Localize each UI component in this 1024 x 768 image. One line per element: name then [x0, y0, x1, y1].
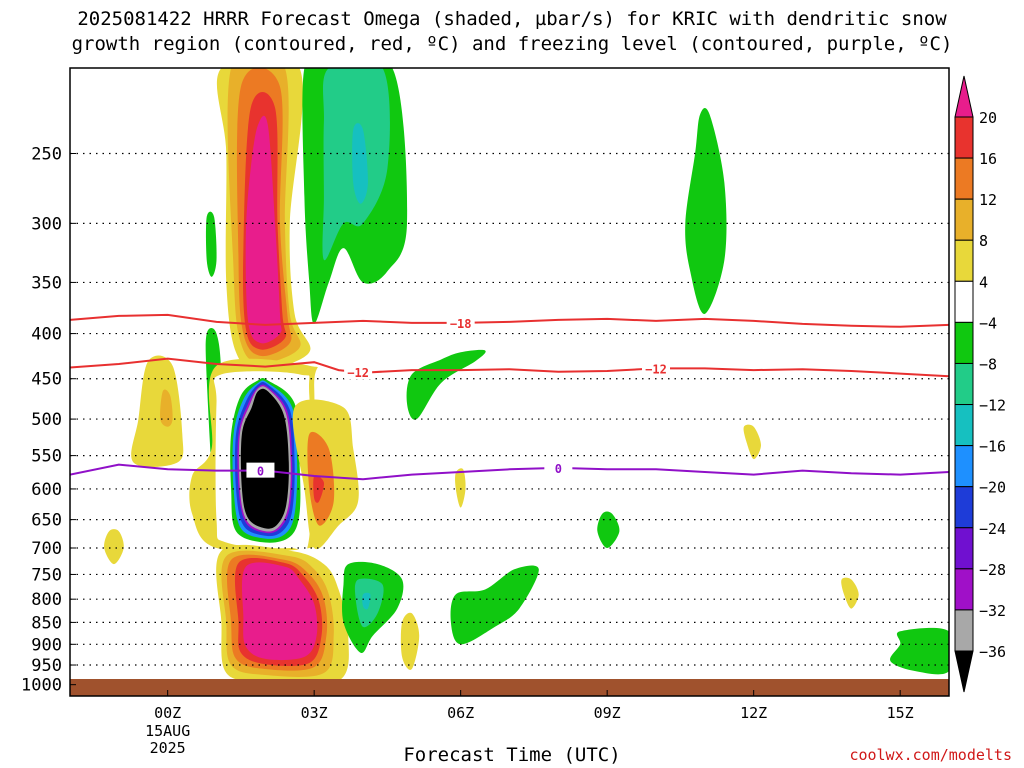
- x-tick-label-9: 09Z: [594, 704, 621, 722]
- colorbar-label-6: −8: [979, 355, 997, 373]
- snow-growth-label-0: −18: [450, 317, 472, 331]
- y-tick-label-950: 950: [31, 656, 62, 676]
- colorbar-label-10: −24: [979, 520, 1006, 538]
- freezing-level-label-2: 0: [555, 462, 562, 476]
- colorbar-label-9: −20: [979, 479, 1006, 497]
- colorbar-segment-7: [954, 404, 974, 447]
- y-tick-label-1000: 1000: [21, 676, 62, 696]
- omega-region-7: [352, 123, 368, 204]
- x-tick-label-3: 03Z: [301, 704, 328, 722]
- omega-region-12: [131, 355, 184, 468]
- omega-region-13: [160, 389, 173, 427]
- y-tick-label-850: 850: [31, 613, 62, 633]
- chart-title: 2025081422 HRRR Forecast Omega (shaded, …: [77, 8, 947, 30]
- colorbar-bottom-arrow: [954, 650, 974, 693]
- y-tick-label-650: 650: [31, 511, 62, 531]
- x-tick-date: 15AUG: [145, 722, 190, 740]
- credit-link[interactable]: coolwx.com/modelts: [849, 746, 1012, 764]
- y-tick-label-500: 500: [31, 410, 62, 430]
- colorbar-label-3: 8: [979, 232, 988, 250]
- y-tick-label-600: 600: [31, 480, 62, 500]
- x-tick-label-15: 15Z: [887, 704, 914, 722]
- omega-region-40: [890, 627, 949, 675]
- omega-region-35: [400, 612, 420, 670]
- plot-area: −18 −12 −12 0 0: [70, 68, 949, 696]
- colorbar-segment-5: [954, 321, 974, 364]
- y-tick-label-250: 250: [31, 144, 62, 164]
- y-tick-label-900: 900: [31, 635, 62, 655]
- omega-region-36: [455, 468, 466, 508]
- colorbar-segment-3: [954, 239, 974, 282]
- colorbar-label-1: 16: [979, 150, 997, 168]
- snow-growth-label-extra: −12: [645, 362, 667, 376]
- omega-region-8: [205, 211, 217, 277]
- y-tick-label-350: 350: [31, 273, 62, 293]
- colorbar-label-0: 20: [979, 109, 997, 127]
- colorbar-segment-8: [954, 445, 974, 488]
- colorbar-segment-4: [954, 280, 974, 323]
- colorbar-segment-10: [954, 527, 974, 570]
- omega-region-4: [245, 115, 282, 344]
- terrain-floor: [70, 679, 949, 696]
- snow-growth-contour-0: [70, 313, 949, 328]
- y-tick-label-450: 450: [31, 370, 62, 390]
- y-tick-label-400: 400: [31, 325, 62, 345]
- colorbar-label-12: −32: [979, 602, 1006, 620]
- freezing-level-label: 0: [257, 465, 264, 479]
- omega-region-30: [241, 562, 318, 661]
- omega-region-33: [362, 592, 371, 610]
- freezing-level-label-bg: [246, 462, 275, 478]
- colorbar-label-5: −4: [979, 314, 997, 332]
- colorbar-segment-2: [954, 198, 974, 241]
- colorbar-segment-0: [954, 116, 974, 159]
- x-tick-label-6: 06Z: [447, 704, 474, 722]
- x-tick-label-0: 00Z: [154, 704, 181, 722]
- colorbar-segment-11: [954, 568, 974, 611]
- omega-region-9: [685, 108, 727, 314]
- colorbar-label-8: −16: [979, 438, 1006, 456]
- snow-growth-label-1: −12: [347, 366, 369, 380]
- colorbar-label-2: 12: [979, 191, 997, 209]
- snow-growth-label-extra-bg: [642, 360, 670, 376]
- y-tick-label-800: 800: [31, 590, 62, 610]
- colorbar-label-11: −28: [979, 561, 1006, 579]
- y-tick-label-300: 300: [31, 214, 62, 234]
- colorbar-segment-12: [954, 609, 974, 652]
- omega-region-25: [313, 475, 325, 503]
- freezing-level-label-2-bg: [544, 459, 573, 475]
- y-tick-label-550: 550: [31, 447, 62, 467]
- snow-growth-label-1-bg: [344, 364, 373, 380]
- colorbar-segment-1: [954, 157, 974, 200]
- omega-region-14: [104, 529, 124, 565]
- colorbar-segment-9: [954, 486, 974, 529]
- omega-region-22: [240, 388, 289, 529]
- x-tick-label-12: 12Z: [740, 704, 767, 722]
- x-axis-label: Forecast Time (UTC): [403, 744, 621, 766]
- omega-region-37: [597, 511, 620, 548]
- colorbar-top-arrow: [954, 75, 974, 118]
- omega-region-10: [406, 349, 486, 420]
- colorbar-label-4: 4: [979, 273, 988, 291]
- colorbar-label-7: −12: [979, 397, 1006, 415]
- omega-region-34: [450, 565, 539, 645]
- omega-region-39: [841, 577, 859, 609]
- colorbar-segment-6: [954, 362, 974, 406]
- snow-growth-label-0-bg: [446, 314, 475, 330]
- y-tick-label-750: 750: [31, 565, 62, 585]
- plot-frame: [69, 67, 950, 697]
- y-tick-label-700: 700: [31, 539, 62, 559]
- chart-subtitle: growth region (contoured, red, ºC) and f…: [71, 33, 953, 55]
- omega-region-38: [743, 424, 761, 460]
- colorbar-label-13: −36: [979, 643, 1006, 661]
- x-tick-year: 2025: [150, 739, 186, 757]
- snow-growth-contour-1: [70, 357, 949, 378]
- freezing-level-contour: [70, 463, 949, 481]
